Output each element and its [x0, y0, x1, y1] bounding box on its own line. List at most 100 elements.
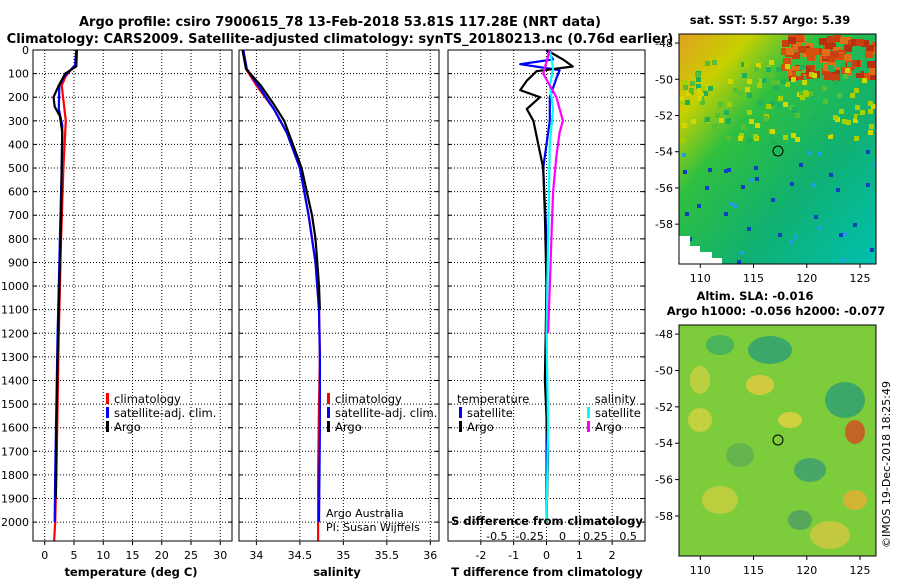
- sst-warm-pixel: [867, 61, 875, 68]
- sst-mid-pixel: [762, 78, 767, 83]
- sst-cool-pixel: [829, 173, 833, 177]
- map-y-tick-label: -56: [655, 474, 673, 487]
- sst-mid-pixel: [744, 62, 749, 67]
- s-diff-tick-label: 0: [559, 530, 566, 543]
- legend-swatch-satellite: [106, 407, 109, 418]
- sst-mid-pixel: [695, 72, 700, 77]
- legend-swatch-t-argo: [459, 421, 462, 432]
- sst-mid-pixel: [771, 80, 776, 85]
- sst-mid-pixel: [774, 85, 779, 90]
- sst-mid-pixel: [868, 109, 873, 114]
- sst-mid-pixel: [791, 77, 796, 82]
- s-diff-tick-label: 0.5: [619, 530, 637, 543]
- sst-mid-pixel: [738, 136, 743, 141]
- sst-cool-pixel: [683, 170, 687, 174]
- legend-label-argo: Argo: [114, 420, 141, 434]
- sst-warm-pixel: [862, 73, 870, 80]
- sla-map-title: Altim. SLA: -0.016: [696, 289, 813, 303]
- sst-cool-pixel: [697, 204, 701, 208]
- sst-mid-pixel: [801, 68, 806, 73]
- map-y-tick-label: -50: [655, 364, 673, 377]
- sla-blob: [810, 521, 850, 549]
- map-y-tick-label: -52: [655, 109, 673, 122]
- sla-blob: [825, 382, 865, 418]
- sst-mid-pixel: [747, 138, 752, 143]
- sst-mid-pixel: [856, 68, 861, 73]
- sst-mid-pixel: [747, 93, 752, 98]
- sst-mid-pixel: [846, 120, 851, 125]
- sst-map-frame: [678, 33, 877, 265]
- depth-axis: 0 100 200 300 400 500 600 700 800 900 1000 1100 1200…: [1, 44, 29, 529]
- sst-warm-pixel: [831, 51, 839, 58]
- map-y-tick-label: -58: [655, 510, 673, 523]
- sst-warm-pixel: [824, 69, 832, 76]
- sla-blob: [845, 420, 865, 444]
- sst-cool-pixel: [733, 204, 737, 208]
- sst-mid-pixel: [837, 93, 842, 98]
- legend-swatch-climatology: [327, 393, 330, 404]
- sst-mid-pixel: [745, 87, 750, 92]
- map-y-tick-label: -48: [655, 328, 673, 341]
- sla-blob: [702, 486, 738, 514]
- sst-cool-pixel: [799, 163, 803, 167]
- sst-mid-pixel: [854, 88, 859, 93]
- sst-mid-pixel: [853, 118, 858, 123]
- sst-mid-pixel: [792, 107, 797, 112]
- sst-mid-pixel: [753, 134, 758, 139]
- sla-blob: [778, 412, 802, 428]
- sla-map-axes: 110 115 120 125 -48 -50 -52 -54 -56 -58: [655, 328, 870, 577]
- sst-mid-pixel: [862, 78, 867, 83]
- sst-mid-pixel: [738, 91, 743, 96]
- sst-cool-pixel: [874, 163, 876, 167]
- sst-cool-pixel: [705, 186, 709, 190]
- sst-mid-pixel: [769, 60, 774, 65]
- depth-tick-label: 0: [22, 44, 29, 57]
- sst-mid-pixel: [778, 96, 783, 101]
- sst-mid-pixel: [802, 80, 807, 85]
- sst-cool-pixel: [789, 240, 793, 244]
- sst-mid-pixel: [690, 81, 695, 86]
- sst-mid-pixel: [741, 62, 746, 67]
- sst-warm-pixel: [840, 37, 848, 44]
- sla-field: [679, 325, 876, 556]
- sst-cool-pixel: [771, 198, 775, 202]
- sst-mid-pixel: [697, 88, 702, 93]
- depth-tick-label: 500: [8, 162, 29, 175]
- depth-tick-label: 1600: [1, 422, 29, 435]
- sst-mid-pixel: [705, 61, 710, 66]
- sst-cool-pixel: [812, 183, 816, 187]
- sst-mid-pixel: [696, 77, 701, 82]
- sst-cool-pixel: [842, 258, 846, 262]
- sst-warm-pixel: [807, 54, 815, 61]
- sst-mid-pixel: [839, 109, 844, 114]
- sst-mid-pixel: [726, 118, 731, 123]
- sst-map-title: sat. SST: 5.57 Argo: 5.39: [690, 13, 850, 27]
- sst-cool-pixel: [754, 166, 758, 170]
- sst-mid-pixel: [769, 104, 774, 109]
- sst-mid-pixel: [699, 93, 704, 98]
- sst-mid-pixel: [771, 139, 776, 144]
- sst-mid-pixel: [871, 104, 876, 109]
- sst-warm-pixel: [851, 39, 859, 46]
- sst-warm-pixel: [811, 48, 819, 55]
- sst-mid-pixel: [689, 88, 694, 93]
- sla-blob: [794, 458, 826, 482]
- sst-mid-pixel: [791, 133, 796, 138]
- series-line-satellite-adj-clim-: [242, 49, 321, 523]
- sst-cool-pixel: [818, 152, 822, 156]
- sst-cool-pixel: [685, 212, 689, 216]
- legend-label-argo: Argo: [335, 420, 362, 434]
- sst-mid-pixel: [854, 114, 859, 119]
- map-x-tick-label: 125: [850, 564, 871, 577]
- legend-swatch-satellite: [327, 407, 330, 418]
- sst-pixels: [679, 34, 876, 264]
- sst-mid-pixel: [845, 140, 850, 145]
- t-difference-label: T difference from climatology: [451, 565, 643, 579]
- sst-cool-pixel: [844, 232, 848, 236]
- sst-mid-pixel: [868, 130, 873, 135]
- sst-cool-pixel: [808, 151, 812, 155]
- sst-warm-pixel: [793, 43, 801, 50]
- sst-mid-pixel: [724, 110, 729, 115]
- sst-mid-pixel: [827, 123, 832, 128]
- sst-argo-location-marker: [772, 145, 784, 157]
